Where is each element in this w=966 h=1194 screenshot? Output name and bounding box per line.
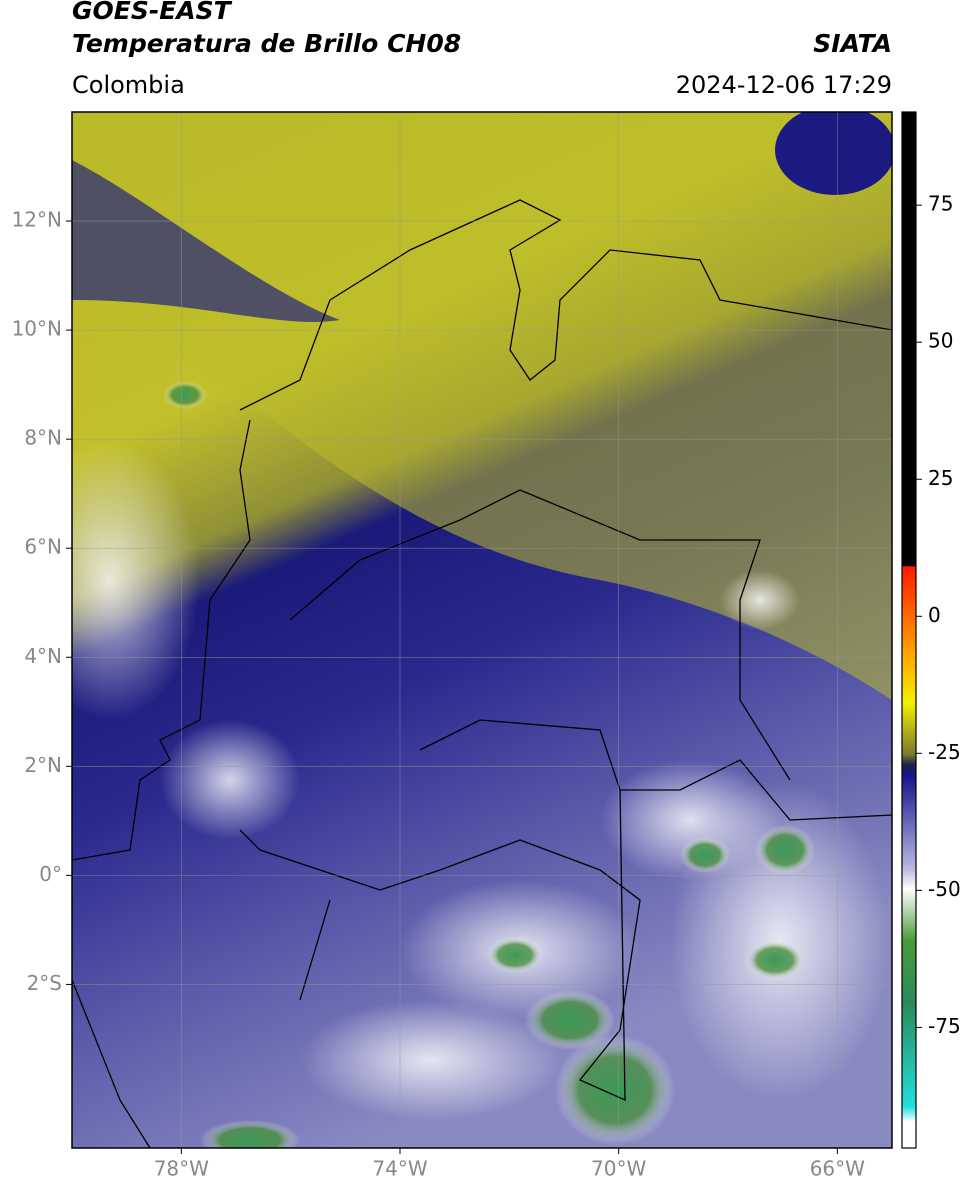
y-tick-label: 2°S	[27, 971, 62, 995]
y-tick-label: 2°N	[24, 753, 62, 777]
y-tick-label: 4°N	[24, 644, 62, 668]
map-grid	[72, 112, 892, 1148]
datetime: 2024-12-06 17:29	[676, 71, 892, 99]
product: Temperatura de Brillo CH08	[72, 29, 461, 58]
map-frame	[71, 111, 893, 1149]
y-tick-label: 6°N	[24, 535, 62, 559]
colorbar-tick-label: -50	[928, 877, 961, 901]
y-tick-label: 10°N	[12, 317, 62, 341]
y-tick-label: 12°N	[12, 208, 62, 232]
satellite: GOES-EAST	[72, 0, 233, 25]
colorbar-tick-label: -25	[928, 740, 961, 764]
satellite-image	[72, 112, 892, 1148]
x-tick-label: 74°W	[372, 1157, 427, 1181]
colorbar	[901, 111, 917, 1149]
colorbar-tick-label: 0	[928, 603, 941, 627]
source: SIATA	[813, 29, 892, 58]
colorbar-tick-label: 75	[928, 192, 953, 216]
x-tick-label: 66°W	[810, 1157, 865, 1181]
colorbar-tick-label: 25	[928, 466, 953, 490]
x-tick-label: 70°W	[591, 1157, 646, 1181]
colorbar-tick-label: -75	[928, 1014, 961, 1038]
region: Colombia	[72, 71, 185, 99]
colorbar-tick-label: 50	[928, 329, 953, 353]
x-tick-label: 78°W	[154, 1157, 209, 1181]
y-tick-label: 0°	[39, 862, 62, 886]
y-tick-label: 8°N	[24, 426, 62, 450]
